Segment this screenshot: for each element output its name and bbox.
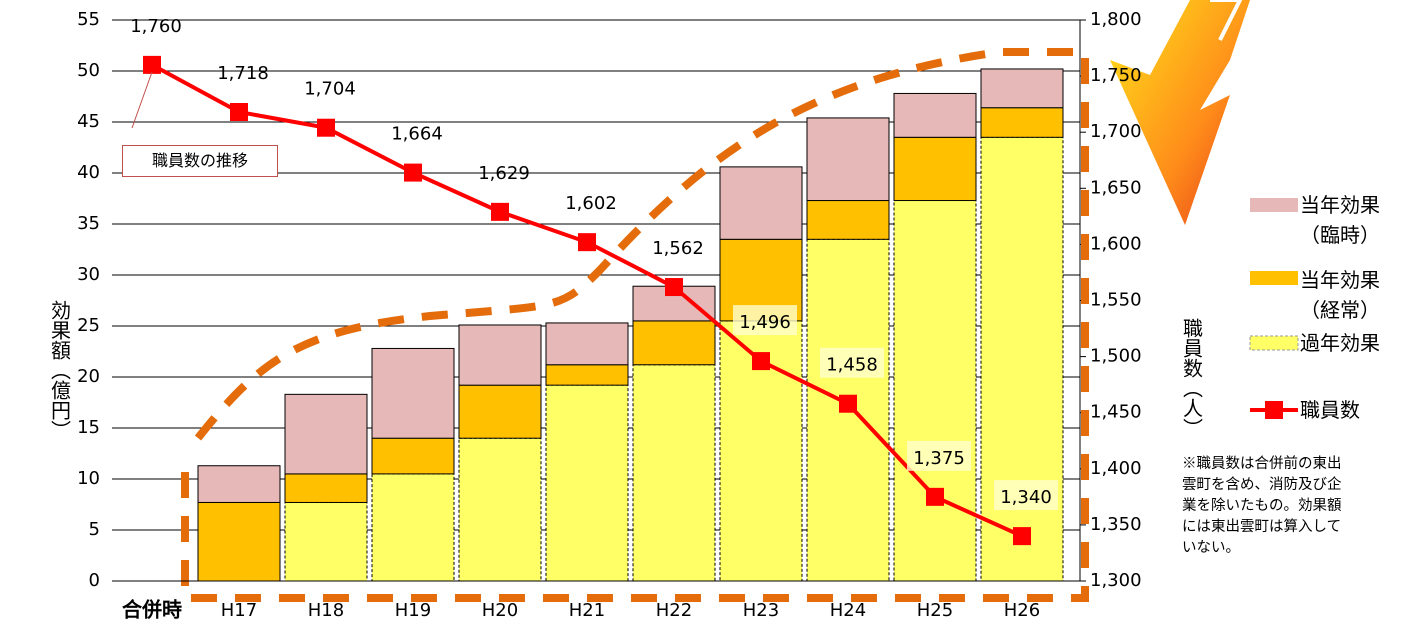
bar-segment <box>981 137 1063 581</box>
callout: 職員数の推移 <box>122 145 278 177</box>
y2-tick-label: 1,800 <box>1090 9 1142 30</box>
line-marker <box>839 395 857 413</box>
y-tick-label: 0 <box>89 570 100 591</box>
y2-tick-label: 1,500 <box>1090 346 1142 367</box>
bar-segment <box>894 137 976 200</box>
y2-tick-label: 1,650 <box>1090 177 1142 198</box>
y-tick-label: 25 <box>77 315 100 336</box>
bar-segment <box>894 93 976 137</box>
y-tick-label: 5 <box>89 519 100 540</box>
x-tick-label: H21 <box>569 600 605 621</box>
line-marker <box>404 164 422 182</box>
y2-axis-title: 職員数（人） <box>1180 318 1204 438</box>
line-marker <box>317 119 335 137</box>
legend-swatch <box>1250 198 1298 212</box>
legend-label: 当年効果（経常） <box>1300 265 1390 325</box>
line-marker <box>752 352 770 370</box>
data-label: 1,629 <box>478 163 530 184</box>
y-tick-label: 20 <box>77 366 100 387</box>
data-label: 1,562 <box>652 238 704 259</box>
bar-segment <box>459 385 541 438</box>
bar-segment <box>198 466 280 503</box>
data-label: 1,340 <box>1000 487 1052 508</box>
data-label: 1,602 <box>565 193 617 214</box>
data-label: 1,760 <box>130 16 182 37</box>
legend-swatch <box>1250 336 1298 350</box>
data-label: 1,718 <box>217 63 269 84</box>
y2-tick-label: 1,750 <box>1090 65 1142 86</box>
x-tick-label: H24 <box>830 600 866 621</box>
data-label: 1,375 <box>913 448 965 469</box>
bar-segment <box>894 201 976 581</box>
bar-segment <box>198 502 280 581</box>
legend-marker <box>1265 401 1283 419</box>
bar-segment <box>285 394 367 474</box>
bar-segment <box>807 201 889 240</box>
x-tick-label: H20 <box>482 600 518 621</box>
y-tick-label: 50 <box>77 60 100 81</box>
line-marker <box>578 233 596 251</box>
bar-segment <box>546 385 628 581</box>
line-marker <box>1013 527 1031 545</box>
bar-segment <box>633 321 715 365</box>
page: 効果額（億円） 職員数（人） 0 5 10 15 20 25 30 35 40 45 50 55 1,3… <box>0 0 1411 630</box>
bar-segment <box>372 438 454 474</box>
y-tick-label: 30 <box>77 264 100 285</box>
note: ※職員数は合併前の東出雲町を含め、消防及び企業を除いたもの。効果額には東出雲町は… <box>1182 454 1342 559</box>
bar-segment <box>546 323 628 365</box>
line-marker <box>491 203 509 221</box>
y2-tick-label: 1,400 <box>1090 458 1142 479</box>
y-tick-label: 45 <box>77 111 100 132</box>
bar-segment <box>372 348 454 438</box>
legend-label: 過年効果 <box>1300 328 1411 358</box>
x-tick-label: H23 <box>743 600 779 621</box>
y2-tick-label: 1,350 <box>1090 514 1142 535</box>
x-tick-label: H22 <box>656 600 692 621</box>
y2-tick-label: 1,300 <box>1090 570 1142 591</box>
data-label: 1,458 <box>826 355 878 376</box>
x-tick-label: H18 <box>308 600 344 621</box>
y-tick-label: 55 <box>77 9 100 30</box>
y2-tick-label: 1,600 <box>1090 233 1142 254</box>
line-marker <box>230 103 248 121</box>
y-tick-label: 35 <box>77 213 100 234</box>
line-marker <box>926 488 944 506</box>
x-tick-label: H17 <box>221 600 257 621</box>
bar-segment <box>459 325 541 385</box>
data-label: 1,496 <box>739 312 791 333</box>
y2-tick-label: 1,700 <box>1090 121 1142 142</box>
data-label: 1,704 <box>304 79 356 100</box>
bar-segment <box>807 118 889 201</box>
y-tick-label: 15 <box>77 417 100 438</box>
bar-segment <box>720 167 802 239</box>
x-tick-label: H19 <box>395 600 431 621</box>
legend-label: 職員数 <box>1300 395 1411 425</box>
legend-label: 当年効果（臨時） <box>1300 190 1390 250</box>
bar-segment <box>546 365 628 385</box>
x-tick-label: 合併時 <box>122 598 182 622</box>
bar-segment <box>372 474 454 581</box>
line-marker <box>143 56 161 74</box>
bar-segment <box>981 108 1063 138</box>
x-tick-label: H25 <box>917 600 953 621</box>
y-tick-label: 40 <box>77 162 100 183</box>
line-marker <box>665 278 683 296</box>
bar-segment <box>633 365 715 581</box>
bar-segment <box>285 502 367 581</box>
y2-tick-label: 1,450 <box>1090 402 1142 423</box>
y-tick-label: 10 <box>77 468 100 489</box>
y-axis-title: 効果額（億円） <box>48 300 72 440</box>
callout-pointer <box>132 72 152 128</box>
x-tick-label: H26 <box>1004 600 1040 621</box>
data-label: 1,664 <box>391 124 443 145</box>
bar-segment <box>981 69 1063 108</box>
bar-segment <box>285 474 367 503</box>
bar-segment <box>459 438 541 581</box>
y2-tick-label: 1,550 <box>1090 290 1142 311</box>
legend-swatch <box>1250 271 1298 285</box>
